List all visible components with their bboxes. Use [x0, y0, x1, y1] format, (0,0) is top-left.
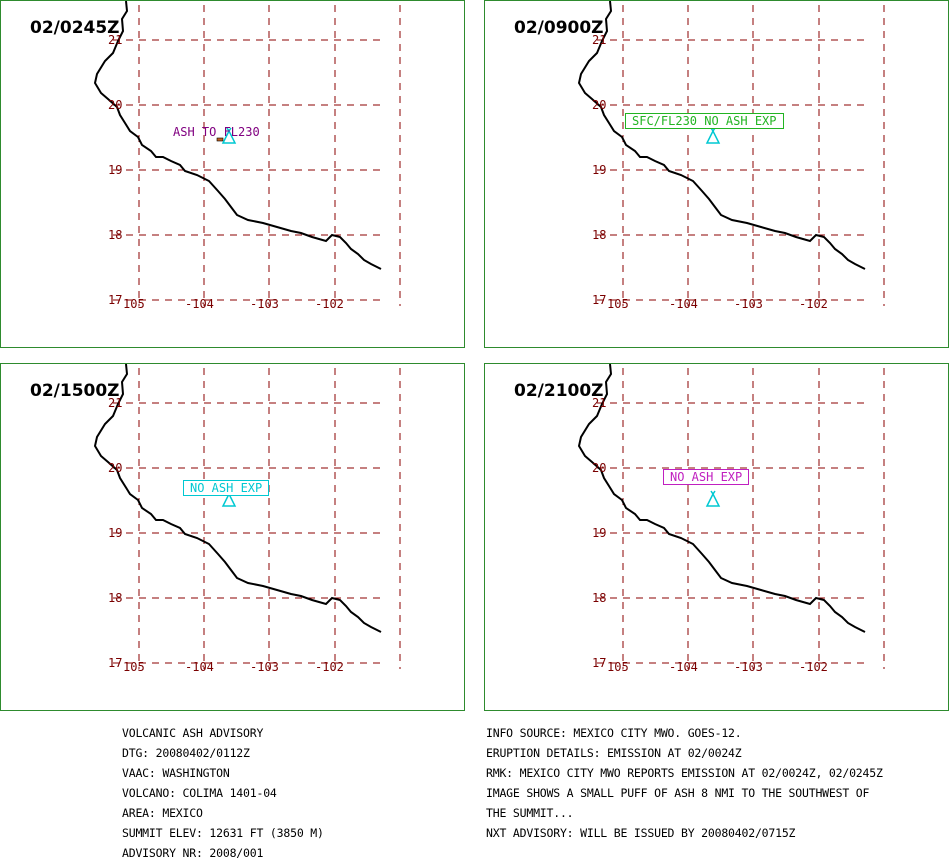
lat-label: 19 — [592, 163, 607, 177]
advisory-left-text: VOLCANIC ASH ADVISORY DTG: 20080402/0112… — [122, 718, 324, 868]
lat-label: 20 — [108, 98, 123, 112]
advisory-line: THE SUMMIT... — [486, 806, 574, 820]
lat-label: 20 — [592, 98, 607, 112]
lon-label: -104 — [669, 660, 698, 674]
advisory-line: AREA: MEXICO — [122, 806, 203, 820]
lon-label: 105 — [607, 297, 629, 311]
map-svg — [577, 1, 885, 306]
volcano-icon — [221, 127, 237, 144]
ash-annotation: NO ASH EXP — [663, 469, 750, 485]
map-svg — [577, 364, 885, 669]
ash-annotation: SFC/FL230 NO ASH EXP — [625, 113, 784, 129]
panel-time: 02/1500Z — [30, 381, 120, 401]
lat-label: 21 — [108, 396, 123, 410]
lon-label: -103 — [734, 297, 763, 311]
lon-label: 105 — [123, 297, 145, 311]
lat-label: 19 — [108, 526, 123, 540]
panel-time: 02/0245Z — [30, 18, 120, 38]
panel-time: 02/0900Z — [514, 18, 604, 38]
lon-label: -104 — [185, 660, 214, 674]
ash-annotation: ASH TO FL230 — [173, 125, 260, 139]
lat-label: 21 — [592, 33, 607, 47]
map-panel: 02/2100Z 21 20 19 18 17 105 -104 -103 -1… — [484, 363, 949, 711]
lon-label: 105 — [607, 660, 629, 674]
lat-label: 18 — [108, 228, 123, 242]
lon-label: -103 — [734, 660, 763, 674]
lon-label: -104 — [669, 297, 698, 311]
lon-label: -103 — [250, 297, 279, 311]
advisory-line: RMK: MEXICO CITY MWO REPORTS EMISSION AT… — [486, 766, 883, 780]
map-panel: 02/1500Z 21 20 19 18 17 105 -104 -103 -1… — [0, 363, 465, 711]
lat-label: 17 — [108, 656, 123, 670]
lon-label: -102 — [799, 297, 828, 311]
advisory-line: VOLCANO: COLIMA 1401-04 — [122, 786, 277, 800]
lat-label: 18 — [108, 591, 123, 605]
lat-label: 17 — [592, 656, 607, 670]
volcano-icon — [705, 127, 721, 144]
volcano-icon — [705, 490, 721, 507]
advisory-line: INFO SOURCE: MEXICO CITY MWO. GOES-12. — [486, 726, 742, 740]
ash-puff — [216, 137, 224, 142]
panel-time: 02/2100Z — [514, 381, 604, 401]
lon-label: -103 — [250, 660, 279, 674]
lon-label: -102 — [799, 660, 828, 674]
lat-label: 18 — [592, 591, 607, 605]
ash-annotation: NO ASH EXP — [183, 480, 270, 496]
advisory-line: VOLCANIC ASH ADVISORY — [122, 726, 264, 740]
advisory-line: DTG: 20080402/0112Z — [122, 746, 250, 760]
lat-label: 20 — [108, 461, 123, 475]
map-svg — [93, 1, 401, 306]
lon-label: 105 — [123, 660, 145, 674]
lon-label: -104 — [185, 297, 214, 311]
advisory-line: IMAGE SHOWS A SMALL PUFF OF ASH 8 NMI TO… — [486, 786, 870, 800]
lat-label: 19 — [108, 163, 123, 177]
coastline — [93, 1, 382, 270]
lat-label: 17 — [108, 293, 123, 307]
map-panel: 02/0900Z 21 20 19 18 17 105 -104 -103 -1… — [484, 0, 949, 348]
advisory-right-text: INFO SOURCE: MEXICO CITY MWO. GOES-12. E… — [486, 718, 883, 848]
map-panel: 02/0245Z 21 20 19 18 17 105 -104 -103 -1… — [0, 0, 465, 348]
lon-label: -102 — [315, 297, 344, 311]
advisory-line: ERUPTION DETAILS: EMISSION AT 02/0024Z — [486, 746, 742, 760]
coastline — [93, 364, 382, 633]
advisory-line: VAAC: WASHINGTON — [122, 766, 230, 780]
advisory-line: SUMMIT ELEV: 12631 FT (3850 M) — [122, 826, 324, 840]
advisory-line: ADVISORY NR: 2008/001 — [122, 846, 264, 860]
lat-label: 20 — [592, 461, 607, 475]
map-svg — [93, 364, 401, 669]
lon-label: -102 — [315, 660, 344, 674]
advisory-line: NXT ADVISORY: WILL BE ISSUED BY 20080402… — [486, 826, 796, 840]
lat-label: 21 — [108, 33, 123, 47]
lat-label: 17 — [592, 293, 607, 307]
lat-label: 18 — [592, 228, 607, 242]
lat-label: 19 — [592, 526, 607, 540]
lat-label: 21 — [592, 396, 607, 410]
coastline — [577, 364, 866, 633]
coastline — [577, 1, 866, 270]
